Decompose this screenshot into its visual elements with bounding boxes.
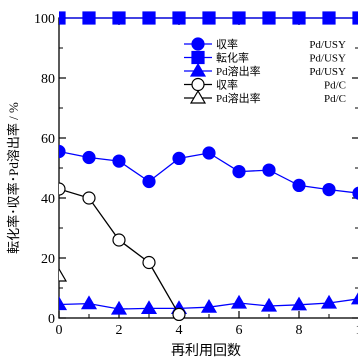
x-tick-label: 6 [236, 323, 243, 338]
data-point [323, 184, 335, 196]
data-point [203, 12, 215, 24]
data-point [293, 179, 305, 191]
legend-catalyst: Pd/USY [309, 53, 346, 65]
data-point [173, 12, 185, 24]
legend-marker [191, 64, 205, 76]
legend-marker [192, 79, 204, 91]
series-1 [53, 12, 358, 24]
legend-label: 収率 [216, 78, 238, 92]
data-point [233, 166, 245, 178]
data-point [82, 297, 96, 309]
legend-label: Pd溶出率 [216, 64, 261, 78]
data-point [352, 292, 358, 304]
series-3 [53, 183, 185, 320]
legend-catalyst: Pd/USY [309, 39, 346, 51]
data-point [113, 12, 125, 24]
legend-label: 収率 [216, 37, 238, 51]
x-tick-label: 0 [56, 323, 63, 338]
data-point [83, 192, 95, 204]
data-point [203, 147, 215, 159]
series-2 [52, 292, 358, 314]
series-0 [53, 146, 358, 200]
data-point [263, 164, 275, 176]
data-point [113, 234, 125, 246]
data-point [83, 12, 95, 24]
y-tick-label: 60 [41, 132, 55, 147]
legend-catalyst: Pd/C [324, 80, 346, 92]
legend-marker [192, 38, 204, 50]
data-point [113, 155, 125, 167]
data-point [353, 12, 358, 24]
data-point [143, 257, 155, 269]
data-point [293, 12, 305, 24]
series-4 [52, 269, 66, 281]
y-tick-label: 0 [48, 312, 55, 327]
x-axis-label: 再利用回数 [171, 343, 241, 358]
data-point [53, 146, 65, 158]
y-tick-label: 80 [41, 72, 55, 87]
x-tick-label: 4 [176, 323, 183, 338]
data-point [263, 12, 275, 24]
data-point [142, 301, 156, 313]
y-tick-label: 20 [41, 252, 55, 267]
data-point [173, 152, 185, 164]
x-tick-label: 8 [296, 323, 303, 338]
data-point [52, 298, 66, 310]
data-point [83, 152, 95, 164]
y-tick-label: 40 [41, 192, 55, 207]
x-tick-label: 2 [116, 323, 123, 338]
data-point [52, 269, 66, 281]
data-point [232, 296, 246, 308]
data-point [143, 12, 155, 24]
series-line [59, 189, 179, 314]
legend-catalyst: Pd/C [324, 93, 346, 105]
y-tick-label: 100 [34, 12, 55, 27]
data-point [323, 12, 335, 24]
legend: 収率 Pd/USY 転化率 Pd/USY Pd溶出率 Pd/USY 収率 Pd/C Pd溶出率 P… [184, 37, 346, 105]
legend-marker [192, 52, 204, 64]
legend-label: Pd溶出率 [216, 91, 261, 105]
legend-label: 転化率 [216, 51, 249, 65]
legend-marker [191, 91, 205, 103]
y-axis-label: 転化率･収率･Pd溶出率 / % [6, 102, 21, 254]
data-point [292, 298, 306, 310]
data-point [173, 308, 185, 320]
legend-catalyst: Pd/USY [309, 66, 346, 78]
data-point [143, 176, 155, 188]
data-point [233, 12, 245, 24]
